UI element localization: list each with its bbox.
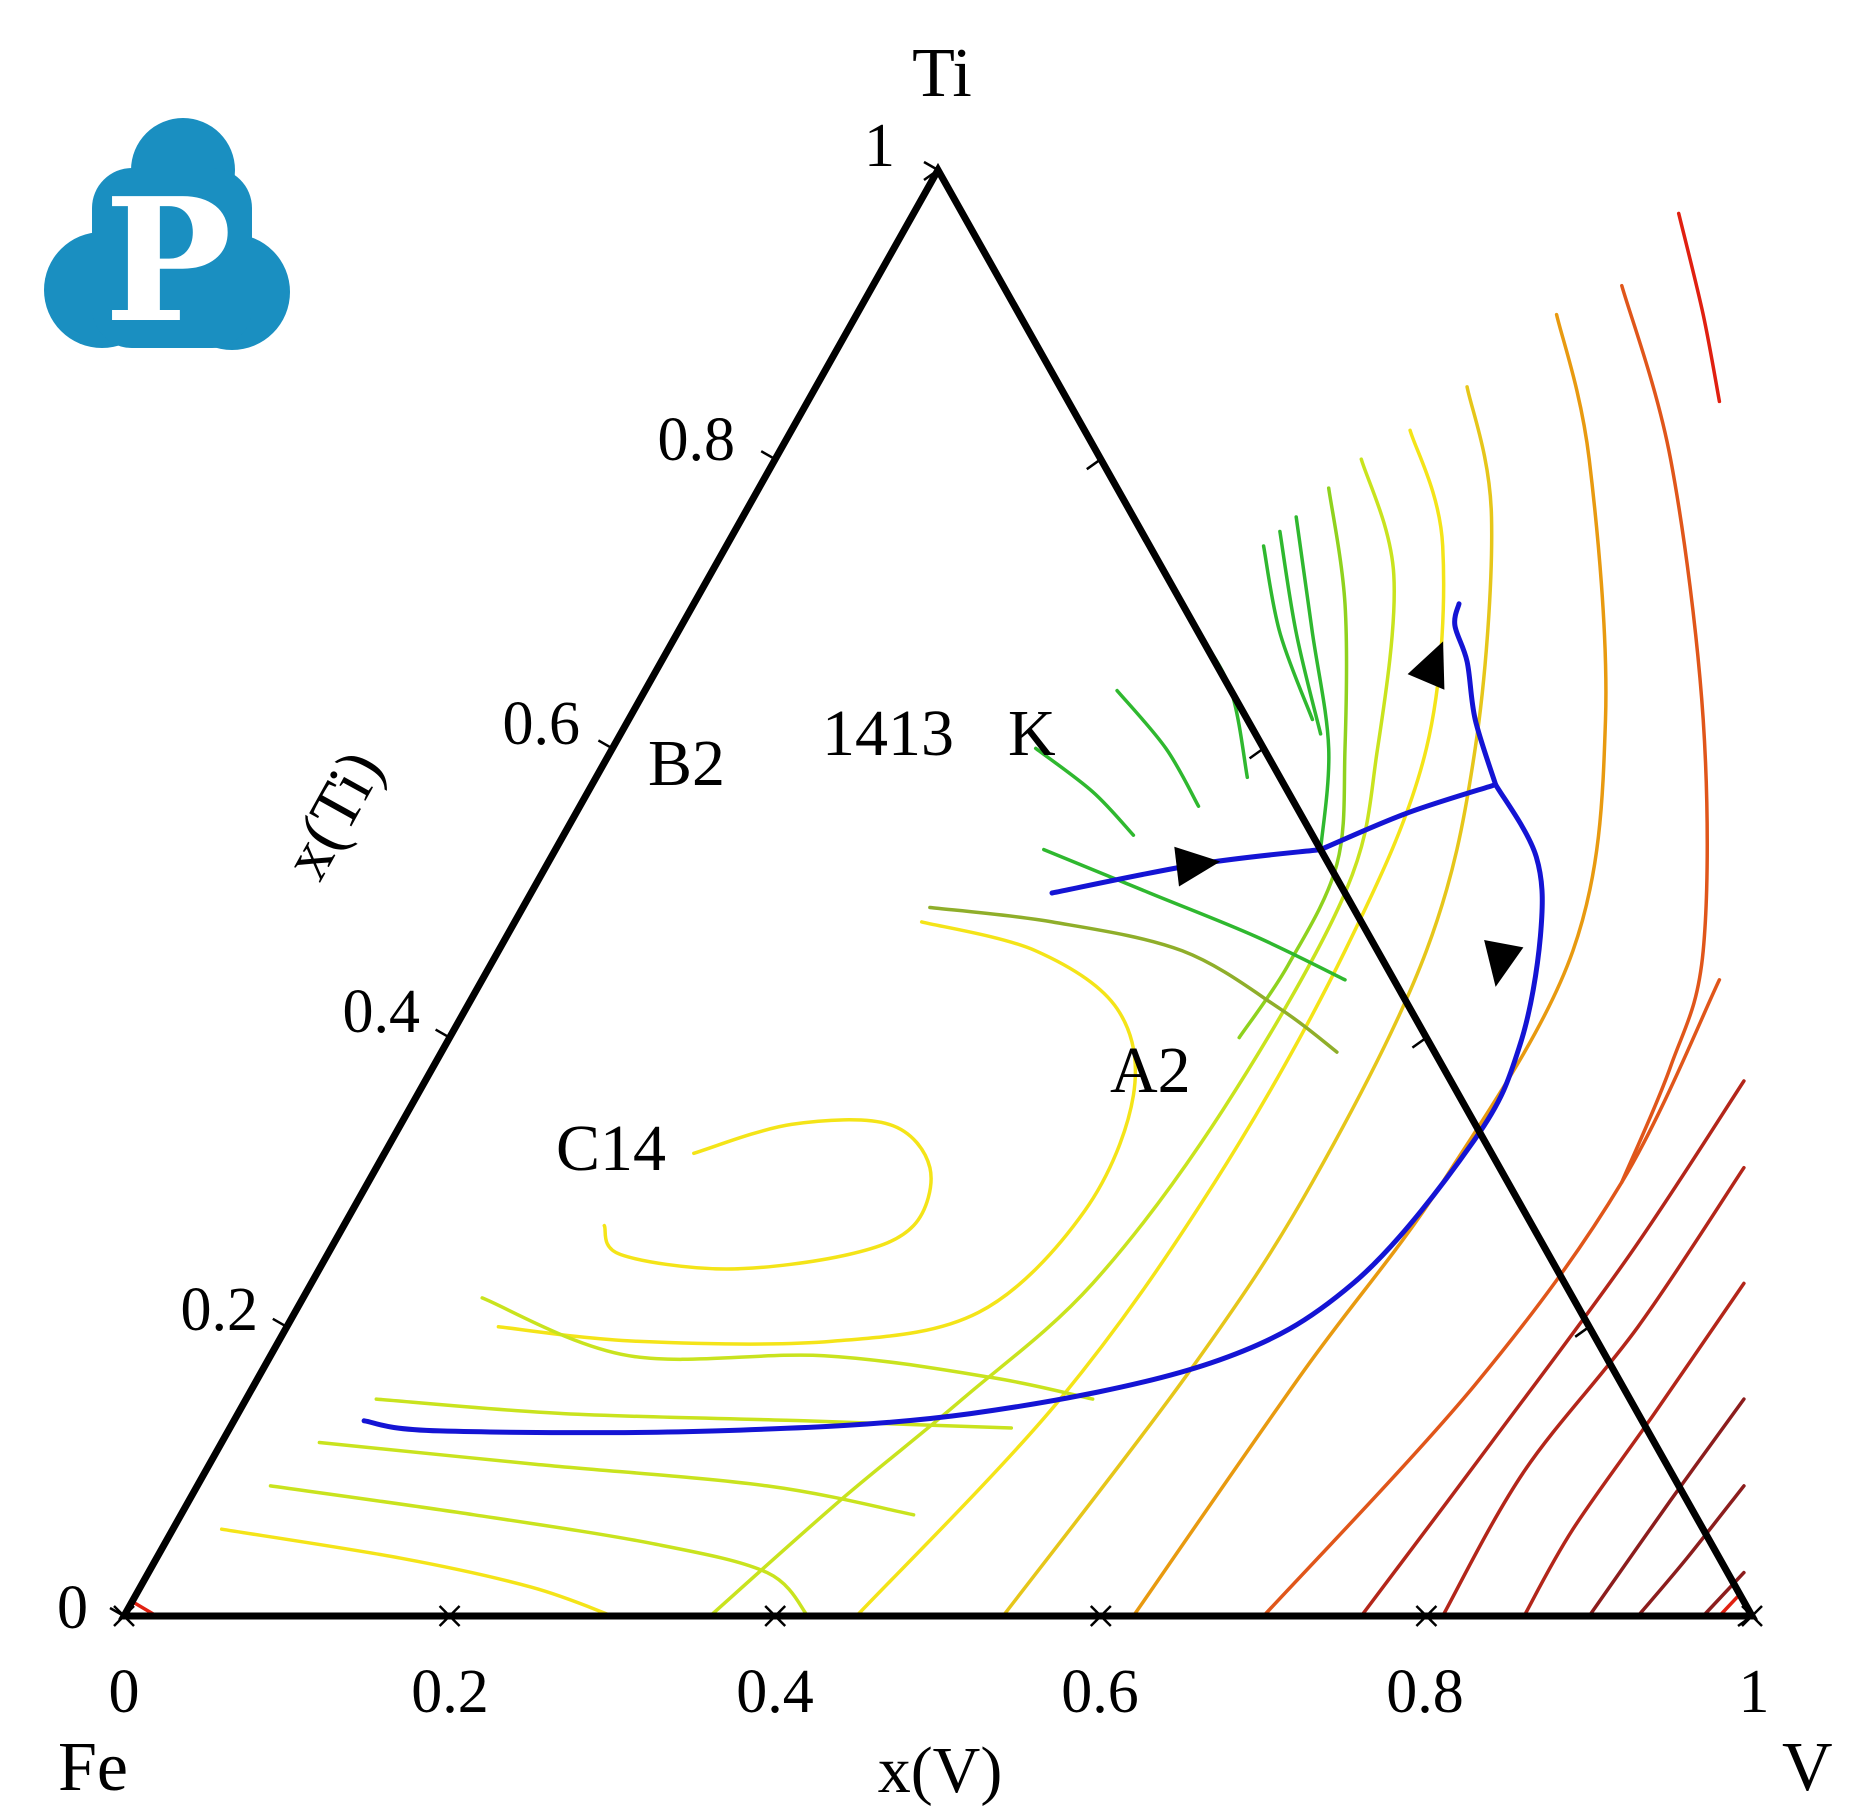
contour-line-5 <box>708 457 1396 1618</box>
contour-line-12 <box>1033 746 1136 837</box>
tick-marks <box>109 160 1763 1628</box>
contour-line-19 <box>317 1440 916 1517</box>
x-axis-title: x(V) <box>878 1734 1003 1807</box>
tick-bottom-b-5 <box>1741 1605 1763 1627</box>
tick-right-4 <box>1086 458 1102 471</box>
phase-boundary-3 <box>361 782 1545 1436</box>
tick-left-4 <box>760 450 776 461</box>
region-label-k: K <box>1008 697 1056 770</box>
contour-line-21 <box>219 1527 615 1618</box>
region-label-a2: A2 <box>1110 1034 1191 1107</box>
contour-line-9 <box>1261 544 1315 722</box>
contour-line-6 <box>1237 486 1349 1040</box>
contour-line-23 <box>1261 978 1722 1618</box>
tick-label-ti-0.6: 0.6 <box>503 690 581 758</box>
y-axis-title: x(Ti) <box>269 739 397 891</box>
contour-line-1 <box>1620 283 1709 1184</box>
tick-label-ti-0.2: 0.2 <box>181 1276 259 1344</box>
contour-line-2 <box>1131 312 1608 1618</box>
tick-left-3 <box>597 739 614 750</box>
contour-line-20 <box>268 1484 810 1618</box>
ternary-frame <box>118 162 1758 1620</box>
tick-right-1 <box>1574 1325 1590 1338</box>
tick-label-ti-0.8: 0.8 <box>658 406 736 474</box>
contour-line-26 <box>1522 1281 1746 1618</box>
tick-left-0 <box>109 1606 125 1618</box>
contour-line-15 <box>496 920 1138 1346</box>
phase-boundary-1 <box>1318 782 1499 853</box>
tick-label-v-0.2: 0.2 <box>411 1658 489 1726</box>
tick-left-5 <box>923 160 939 172</box>
tick-bottom-b-3 <box>1089 1605 1112 1627</box>
contour-line-14 <box>928 905 1339 1054</box>
tick-bottom-b-4 <box>1415 1605 1438 1627</box>
tick-left-2 <box>434 1028 451 1039</box>
contour-line-7 <box>1294 515 1331 852</box>
tick-bottom-b-1 <box>438 1605 461 1627</box>
contour-line-25 <box>1440 1165 1746 1618</box>
logo-letter: P <box>104 161 232 361</box>
tick-label-ti-0.4: 0.4 <box>343 978 421 1046</box>
tick-label-ti-0: 0 <box>57 1574 88 1642</box>
contour-line-16 <box>602 1118 933 1271</box>
boundary-arrow-1 <box>1407 641 1445 690</box>
contour-line-29 <box>1701 1570 1746 1618</box>
contour-line-3 <box>1001 385 1494 1618</box>
tick-label-v-0.8: 0.8 <box>1386 1658 1464 1726</box>
contour-line-13 <box>1042 847 1347 982</box>
contour-line-17 <box>480 1296 1095 1401</box>
tick-label-v-0: 0 <box>109 1658 140 1726</box>
contour-lines <box>130 211 1746 1618</box>
corner-label-ti: Ti <box>912 35 972 112</box>
corner-label-v: V <box>1782 1729 1833 1806</box>
corner-label-fe: Fe <box>58 1729 128 1806</box>
contour-line-30 <box>1717 1592 1742 1618</box>
publisher-logo: P <box>44 118 290 361</box>
tick-left-1 <box>272 1317 288 1328</box>
region-label-b2: B2 <box>648 727 725 800</box>
tick-label-v-0.6: 0.6 <box>1061 1658 1139 1726</box>
contour-line-8 <box>1278 529 1323 736</box>
phase-boundaries <box>361 601 1545 1436</box>
contour-line-27 <box>1587 1397 1746 1618</box>
tick-right-5 <box>923 168 939 182</box>
bottom-tick-labels: 0 0.2 0.4 0.6 0.8 1 <box>109 1658 1770 1726</box>
contour-line-28 <box>1636 1484 1746 1618</box>
boundary-arrow-2 <box>1484 940 1524 987</box>
tick-right-2 <box>1411 1036 1428 1049</box>
contour-line-4 <box>854 428 1446 1618</box>
tick-bottom-b-2 <box>764 1605 787 1627</box>
contour-line-0 <box>1676 211 1722 404</box>
region-label-1413: 1413 <box>822 697 954 770</box>
region-label-c14: C14 <box>556 1112 666 1185</box>
contour-line-11 <box>1115 688 1201 808</box>
tick-right-3 <box>1248 747 1265 760</box>
tick-label-v-0.4: 0.4 <box>736 1658 814 1726</box>
tick-label-ti-1: 1 <box>864 112 895 180</box>
phase-boundary-2 <box>1452 601 1499 788</box>
left-tick-labels: 0 0.2 0.4 0.6 0.8 1 <box>57 112 895 1642</box>
contour-line-24 <box>1359 1079 1746 1618</box>
contour-line-18 <box>374 1397 1014 1430</box>
ternary-frame-outline <box>118 162 1758 1620</box>
tick-label-v-1: 1 <box>1739 1658 1770 1726</box>
boundary-arrow-0 <box>1174 846 1221 887</box>
